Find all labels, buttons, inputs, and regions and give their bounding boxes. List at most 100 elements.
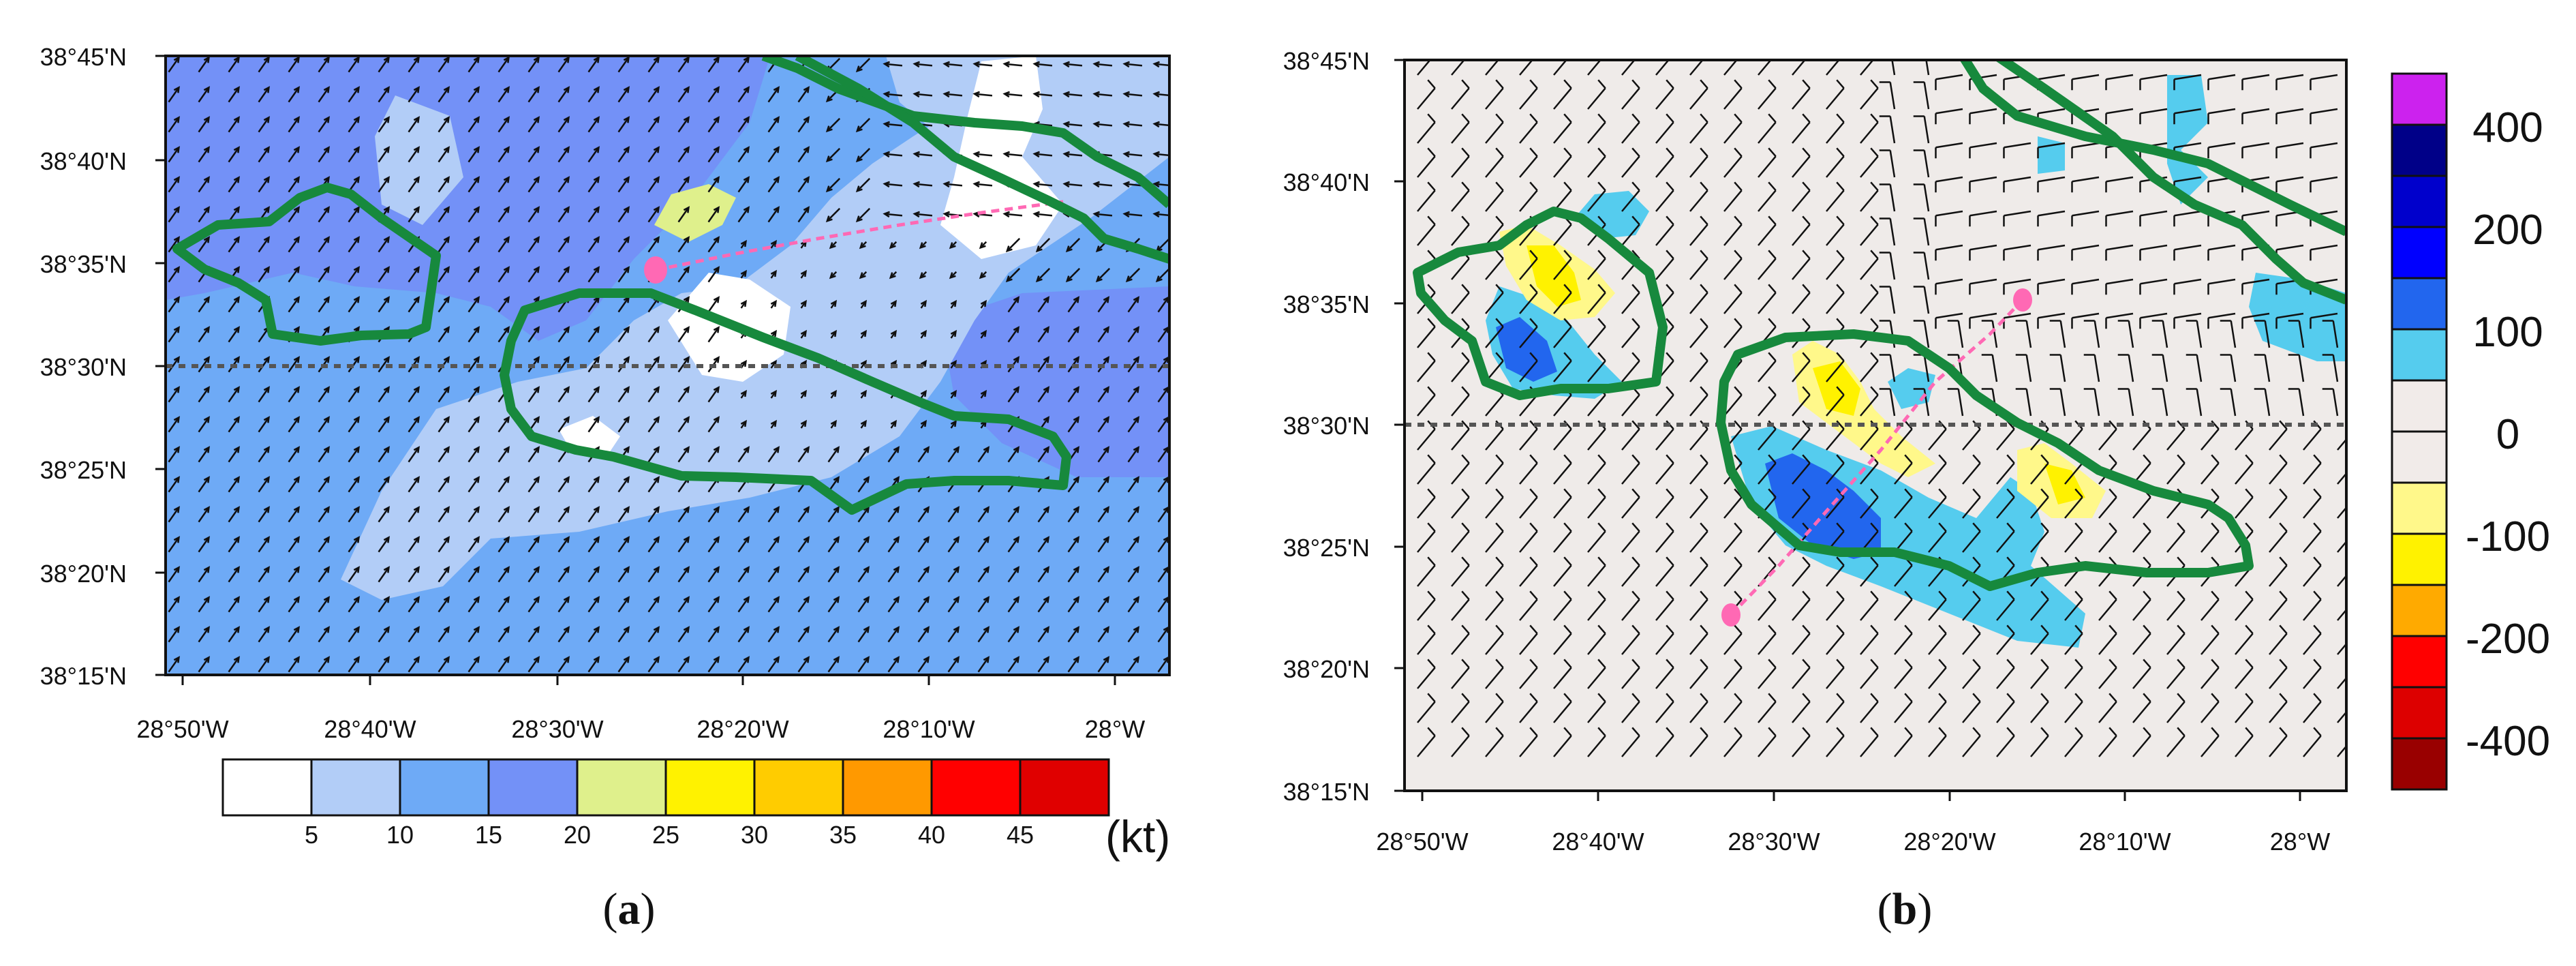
wind-vector [527, 327, 540, 343]
wind-vector [1127, 417, 1139, 433]
wind-vector [438, 327, 450, 343]
wind-vector-head [773, 656, 780, 663]
wind-vector [617, 87, 630, 103]
wind-vector [288, 147, 300, 163]
wind-barb [1519, 190, 1538, 212]
wind-vector [1127, 327, 1139, 343]
wind-barb [1928, 462, 1947, 485]
wind-vector-head [443, 536, 450, 543]
wind-vector-head [803, 536, 810, 543]
wind-vector-head [503, 446, 510, 453]
wind-barb [2208, 108, 2236, 115]
wind-vector-head [233, 206, 241, 213]
wind-vector [467, 567, 480, 583]
wind-vector [617, 297, 630, 313]
wind-vector-head [1013, 656, 1020, 663]
wind-vector [974, 63, 993, 67]
wind-barb-flag [1938, 659, 1947, 669]
wind-barb [2174, 210, 2202, 217]
wind-vector-head [1032, 91, 1040, 98]
wind-vector-head [683, 596, 690, 603]
wind-vector [1037, 327, 1049, 343]
colorbar-label: -200 [2466, 616, 2550, 663]
wind-barb [1417, 190, 1436, 212]
wind-vector [318, 627, 330, 643]
lon-tick-label: 28°40'W [324, 715, 416, 743]
wind-barb-flag [1837, 46, 1843, 54]
wind-vector [408, 177, 420, 193]
wind-barb-flag [1427, 624, 1436, 635]
wind-vector-head [773, 626, 780, 633]
wind-barb [2196, 389, 2203, 417]
wind-barb [2269, 428, 2288, 451]
wind-barb [2140, 312, 2168, 319]
wind-barb-flag [1597, 147, 1606, 157]
wind-vector-head [800, 269, 808, 277]
wind-barb-flag [2348, 421, 2355, 429]
wind-barb-flag [1904, 488, 1913, 498]
wind-vector-head [743, 566, 750, 573]
wind-vector-head [503, 86, 510, 93]
wind-barb [1519, 394, 1538, 417]
wind-vector [677, 147, 690, 163]
wind-barb [2310, 142, 2338, 149]
wind-vector-head [713, 116, 720, 123]
wind-vector [1127, 507, 1139, 523]
wind-vector [767, 507, 780, 523]
wind-vector [887, 656, 900, 673]
wind-vector-head [623, 326, 630, 333]
wind-vector-head [593, 176, 600, 183]
wind-barb-flag [1734, 181, 1743, 192]
wind-barb-flag [1529, 590, 1538, 601]
wind-vector [557, 177, 570, 193]
wind-vector-field [168, 56, 1169, 673]
wind-barb [1519, 496, 1538, 519]
wind-vector [1127, 387, 1139, 403]
wind-vector [974, 93, 993, 97]
wind-vector-head [563, 326, 570, 333]
speed-region-15-20-nw [166, 56, 770, 341]
wind-vector-head [383, 266, 390, 273]
wind-vector-head [713, 86, 720, 93]
wind-vector-head [593, 236, 600, 243]
wind-vector-head [473, 446, 480, 453]
wind-barb [1996, 599, 2015, 621]
wind-barb [2310, 312, 2338, 319]
wind-barb [1935, 108, 1963, 115]
wind-barb-flag [1768, 215, 1777, 226]
wind-vector-head [803, 116, 810, 123]
wind-vector-head [825, 125, 833, 133]
wind-vector-head [233, 656, 241, 663]
wind-vector [527, 147, 540, 163]
wind-vector-head [443, 386, 450, 393]
wind-barb [1655, 224, 1674, 246]
wind-barb-flag [1496, 46, 1503, 54]
wind-vector-head [950, 419, 957, 427]
wind-barb [1587, 121, 1606, 144]
wind-vector-head [233, 86, 241, 93]
wind-vector [408, 507, 420, 523]
wind-barb [1935, 210, 1963, 217]
wind-barb [1860, 224, 1879, 246]
wind-barb [1485, 701, 1504, 723]
wind-barb [2132, 496, 2151, 519]
wind-barb-flag [1870, 556, 1879, 567]
wind-vector [557, 327, 570, 343]
wind-vector-head [623, 386, 630, 393]
wind-vector-head [923, 596, 930, 603]
wind-barb-flag [1700, 113, 1708, 123]
wind-barb [1889, 286, 1896, 314]
wind-barb [1860, 701, 1879, 723]
wind-barb [2310, 176, 2338, 183]
wind-barb [1417, 326, 1436, 348]
wind-barb [2072, 176, 2100, 183]
wind-barb-flag [2177, 522, 2186, 532]
wind-barb [1689, 394, 1708, 417]
wind-vector [827, 627, 840, 643]
wind-barb [1792, 87, 1811, 110]
wind-vector-head [413, 116, 420, 123]
wind-vector [467, 237, 480, 253]
wind-vector-head [593, 656, 600, 663]
wind-barb [1894, 735, 1913, 757]
wind-barb [1689, 462, 1708, 485]
